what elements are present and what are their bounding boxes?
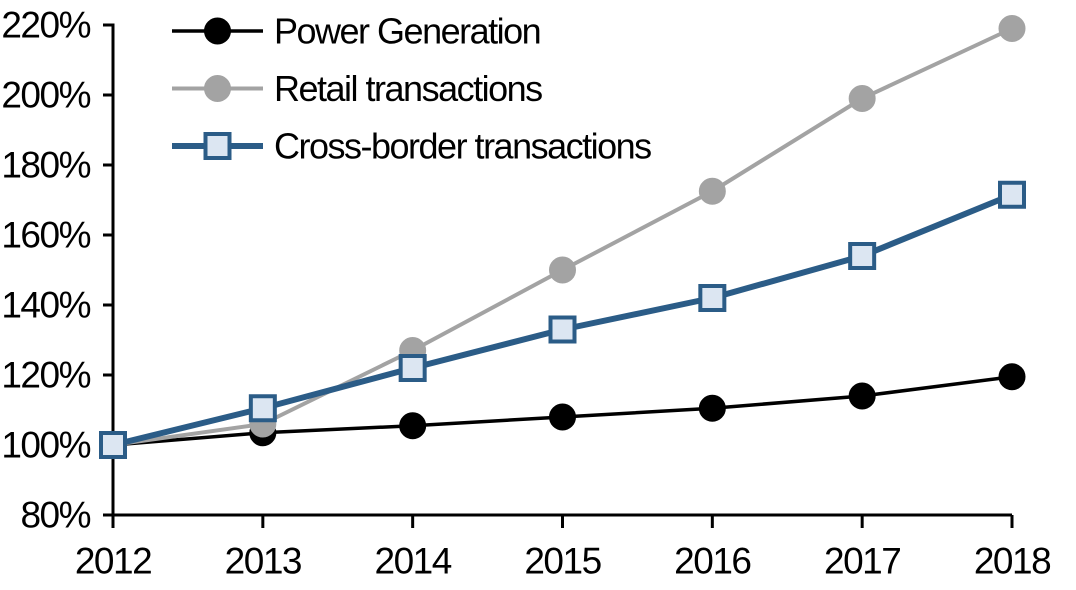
x-tick-label: 2014 <box>375 541 452 582</box>
marker-circle-power-generation <box>549 403 576 431</box>
marker-circle-power-generation <box>698 394 726 422</box>
y-tick-label: 160% <box>1 215 90 256</box>
x-tick-label: 2016 <box>674 541 750 582</box>
y-tick-label: 140% <box>1 285 90 326</box>
series <box>99 15 1026 459</box>
series-power-generation <box>99 363 1026 459</box>
marker-square-cross-border-transactions <box>248 394 277 423</box>
marker-circle-power-generation <box>399 412 427 440</box>
marker-circle-power-generation <box>848 382 876 410</box>
y-tick-label: 80% <box>20 495 90 536</box>
y-tick-label: 220% <box>1 5 90 46</box>
marker-square-cross-border-transactions <box>998 180 1026 209</box>
legend-item-cross-border-transactions: Cross-border transactions <box>172 126 653 167</box>
marker-circle-retail-transactions <box>698 177 726 205</box>
marker-circle-retail-transactions <box>549 256 576 284</box>
y-tick-label: 120% <box>1 355 90 396</box>
marker-square-cross-border-transactions <box>698 284 727 312</box>
y-tick-label: 200% <box>1 75 90 116</box>
marker-circle-legend-retail-transactions <box>204 75 231 102</box>
series-line-retail-transactions <box>111 26 1014 447</box>
axes: 80% 100% 120% 140% 160% 180% 200% 220% 2012 2013 2… <box>1 5 1051 582</box>
marker-square-legend-cross-border-transactions <box>203 132 232 160</box>
x-tick-label: 2018 <box>974 541 1050 582</box>
legend: Power Generation Retail transactions Cross… <box>172 11 653 167</box>
x-tick-label: 2015 <box>524 541 601 582</box>
y-tick-label: 100% <box>1 425 90 466</box>
marker-circle-retail-transactions <box>998 15 1026 42</box>
legend-label-cross-border-transactions: Cross-border transactions <box>274 126 651 167</box>
legend-label-retail-transactions: Retail transactions <box>274 68 542 109</box>
x-tick-label: 2017 <box>824 541 900 582</box>
marker-square-cross-border-transactions <box>548 315 577 344</box>
x-tick-label: 2013 <box>225 541 301 582</box>
series-cross-border-transactions <box>99 180 1026 459</box>
legend-item-power-generation: Power Generation <box>172 11 542 52</box>
legend-item-retail-transactions: Retail transactions <box>172 68 544 109</box>
x-tick-label: 2012 <box>75 541 151 582</box>
y-tick-label: 180% <box>1 145 90 186</box>
marker-square-cross-border-transactions <box>99 431 127 459</box>
marker-circle-legend-power-generation <box>204 17 231 45</box>
legend-label-power-generation: Power Generation <box>274 11 540 52</box>
marker-square-cross-border-transactions <box>398 354 427 382</box>
marker-square-cross-border-transactions <box>848 242 877 270</box>
marker-circle-power-generation <box>998 363 1026 391</box>
marker-circle-retail-transactions <box>848 85 876 112</box>
